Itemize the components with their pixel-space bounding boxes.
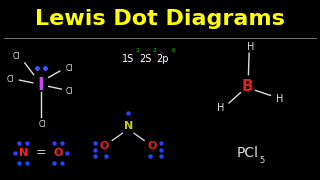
Text: =: = (36, 147, 46, 159)
Text: Cl: Cl (13, 52, 20, 61)
Text: Cl: Cl (66, 87, 73, 96)
Text: PCl: PCl (236, 146, 258, 160)
Text: 2: 2 (153, 48, 156, 53)
Text: H: H (276, 94, 283, 104)
Text: O: O (147, 141, 157, 151)
Text: 1S: 1S (122, 54, 134, 64)
Text: H: H (247, 42, 254, 52)
Text: 6: 6 (172, 48, 175, 53)
Text: B: B (242, 79, 253, 94)
Text: O: O (100, 141, 109, 151)
Text: 5: 5 (259, 156, 265, 165)
Text: H: H (217, 103, 224, 113)
Text: Lewis Dot Diagrams: Lewis Dot Diagrams (35, 9, 285, 29)
Text: 2S: 2S (140, 54, 152, 64)
Text: 2p: 2p (156, 54, 169, 64)
Text: Cl: Cl (7, 75, 14, 84)
Text: Cl: Cl (66, 64, 73, 73)
Text: N: N (124, 121, 133, 131)
Text: I: I (37, 76, 44, 94)
Text: O: O (53, 148, 63, 158)
Text: Cl: Cl (38, 120, 46, 129)
Text: N: N (19, 148, 28, 158)
Text: 2: 2 (135, 48, 139, 53)
